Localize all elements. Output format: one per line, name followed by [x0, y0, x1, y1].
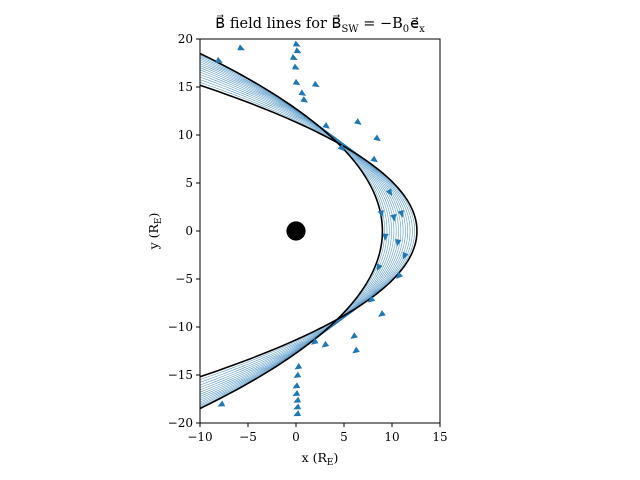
field-arrow: [292, 78, 301, 86]
streamline: [200, 76, 411, 386]
streamline: [200, 61, 395, 401]
field-arrow: [300, 96, 308, 103]
arrow-group: [215, 40, 409, 417]
field-arrow: [298, 89, 307, 96]
boundary-group: [200, 52, 418, 410]
y-tick-label: 10: [178, 128, 193, 142]
streamline: [200, 59, 392, 403]
streamline: [200, 56, 388, 406]
field-arrow: [293, 47, 302, 54]
field-arrow: [321, 340, 330, 348]
field-arrow: [337, 144, 345, 152]
field-arrow: [311, 338, 319, 345]
field-arrow: [350, 332, 358, 339]
y-tick-label: −20: [168, 416, 193, 430]
streamline: [200, 67, 402, 395]
title-rhs-end-sub: x: [419, 24, 425, 35]
field-arrow: [382, 233, 389, 241]
field-arrow: [402, 251, 409, 260]
x-axis-label-end: ): [334, 450, 339, 465]
x-tick-label: −10: [187, 430, 212, 444]
field-arrow: [293, 410, 302, 417]
y-tick-label: 15: [178, 80, 193, 94]
x-axis-label: x (RE): [302, 450, 339, 468]
title-rhs-end: e⃗: [410, 16, 419, 32]
y-axis-label: y (RE): [146, 213, 164, 251]
field-arrow: [395, 239, 402, 247]
field-arrow: [215, 56, 223, 63]
y-axis-label-end: ): [146, 213, 161, 218]
streamline: [200, 63, 397, 399]
field-arrow: [385, 188, 393, 197]
magnetopause-curve: [200, 52, 384, 410]
y-tick-label: −5: [175, 272, 193, 286]
field-arrow: [237, 44, 245, 51]
y-tick-label: −15: [168, 368, 193, 382]
field-arrow: [352, 346, 360, 354]
x-tick-label: 0: [292, 430, 300, 444]
streamline: [200, 69, 404, 393]
y-axis-label-sub: E: [154, 217, 164, 224]
streamline: [200, 79, 413, 383]
field-arrow: [217, 400, 226, 407]
field-arrow: [293, 396, 302, 403]
title-sub: SW: [341, 24, 359, 35]
streamline-group: [200, 54, 415, 408]
field-arrow: [291, 63, 300, 70]
plot-area: [199, 38, 441, 424]
x-axis-label-sub: E: [327, 458, 334, 468]
streamline: [200, 74, 409, 388]
streamline: [200, 82, 415, 380]
field-arrow: [294, 363, 303, 370]
x-tick-label: 10: [384, 430, 399, 444]
streamline: [200, 54, 386, 408]
planet-marker: [286, 221, 306, 241]
field-arrow: [293, 403, 302, 410]
field-arrow: [396, 271, 404, 280]
x-tick-label: 15: [432, 430, 447, 444]
field-arrow: [289, 53, 298, 60]
x-axis-label-main: x (R: [302, 450, 328, 465]
field-arrow: [397, 209, 404, 218]
field-arrow: [292, 389, 301, 397]
field-arrow: [377, 210, 384, 218]
title-main: B⃗ field lines for B⃗: [215, 13, 341, 32]
field-arrow: [292, 40, 301, 47]
title-rhs: = −B: [359, 16, 403, 32]
field-arrow: [322, 122, 330, 129]
y-tick-label: 20: [178, 32, 193, 46]
plot-frame: [199, 38, 441, 424]
streamline: [200, 65, 399, 397]
streamline: [200, 71, 406, 391]
field-arrow: [378, 310, 386, 317]
y-axis: −20 −15 −10 −5 0 5 10 15 20: [168, 32, 200, 430]
field-arrow: [373, 134, 381, 142]
y-tick-label: −10: [168, 320, 193, 334]
chart-title: B⃗ field lines for B⃗SW = −B0e⃗x: [215, 13, 425, 35]
y-tick-label: 0: [185, 224, 193, 238]
field-arrow: [293, 371, 302, 379]
bow-shock-curve: [200, 84, 418, 378]
x-tick-label: 5: [340, 430, 348, 444]
field-arrow: [367, 295, 376, 303]
x-axis: −10 −5 0 5 10 15: [187, 423, 448, 444]
field-arrow: [311, 80, 320, 88]
field-arrow: [292, 382, 301, 389]
field-arrow: [354, 118, 362, 125]
y-tick-label: 5: [185, 176, 193, 190]
field-arrow: [390, 214, 397, 222]
field-arrow: [370, 155, 378, 163]
streamline: [200, 57, 390, 405]
field-arrow: [376, 263, 383, 272]
x-tick-label: −5: [239, 430, 257, 444]
title-rhs-sub: 0: [403, 24, 409, 35]
y-axis-label-main: y (R: [146, 223, 161, 250]
